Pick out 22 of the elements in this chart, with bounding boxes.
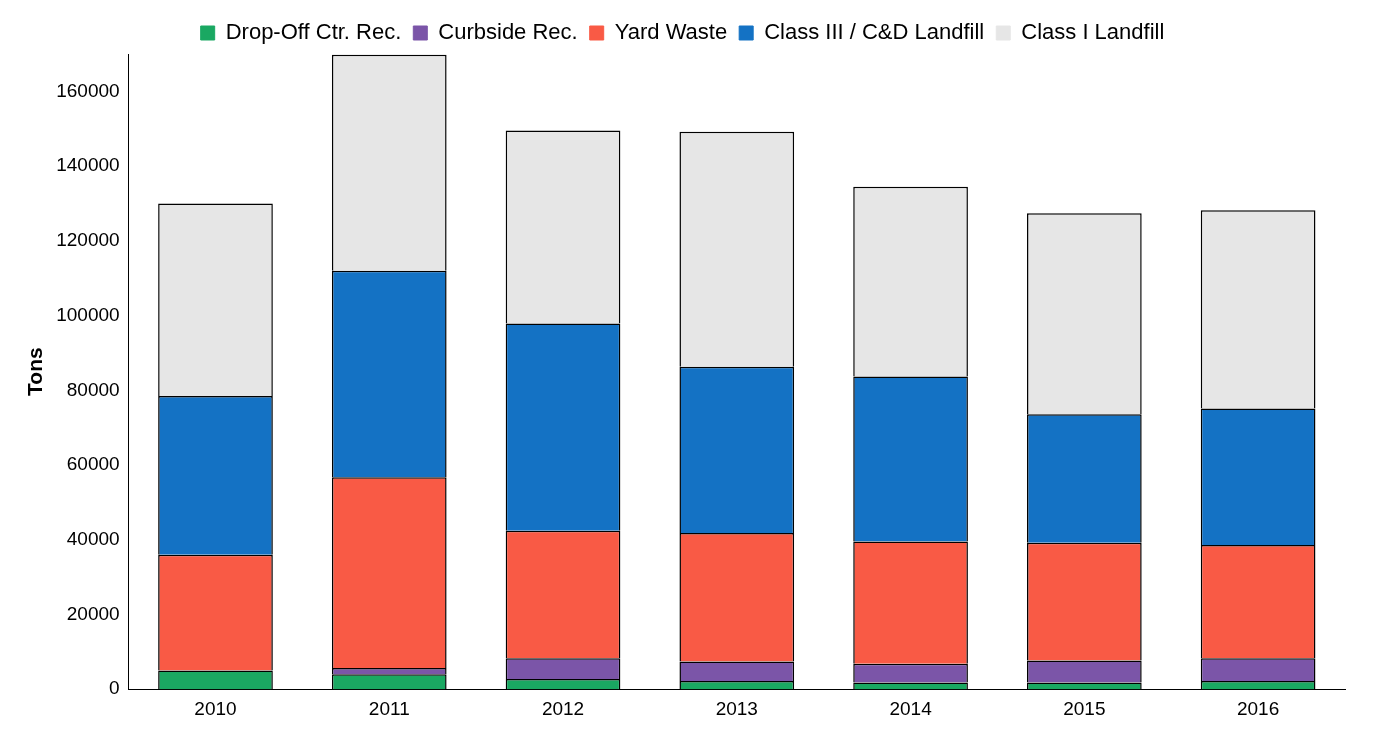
legend-label: Drop-Off Ctr. Rec. bbox=[225, 19, 402, 45]
x-tick-label: 2013 bbox=[715, 697, 758, 719]
x-tick-label: 2010 bbox=[194, 697, 237, 719]
legend-label: Yard Waste bbox=[614, 19, 728, 45]
y-tick-label: 160000 bbox=[56, 79, 120, 101]
y-tick-label: 120000 bbox=[56, 229, 120, 251]
x-tick-label: 2011 bbox=[368, 697, 410, 719]
legend-label: Curbside Rec. bbox=[438, 19, 578, 45]
x-tick-label: 2016 bbox=[1236, 697, 1280, 719]
x-tick-label: 2012 bbox=[541, 697, 585, 719]
y-tick-label: 80000 bbox=[66, 378, 120, 400]
x-tick-label: 2014 bbox=[889, 697, 933, 719]
y-tick-label: 60000 bbox=[66, 453, 120, 475]
x-tick-label: 2015 bbox=[1063, 697, 1106, 719]
y-axis-title: Tons bbox=[23, 347, 47, 396]
y-tick-label: 0 bbox=[109, 677, 120, 699]
y-tick-label: 140000 bbox=[56, 154, 120, 176]
legend-label: Class III / C&D Landfill bbox=[764, 19, 985, 45]
y-tick-label: 40000 bbox=[66, 527, 120, 549]
y-tick-label: 100000 bbox=[56, 303, 120, 325]
y-tick-label: 20000 bbox=[66, 602, 120, 624]
legend-label: Class I Landfill bbox=[1021, 19, 1165, 45]
